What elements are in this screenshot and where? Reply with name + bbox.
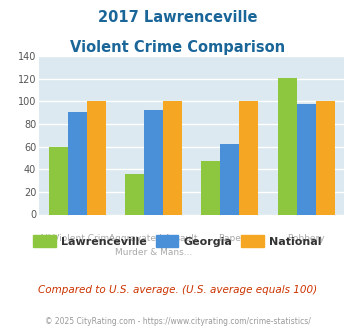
- Text: Rape: Rape: [218, 234, 241, 243]
- Text: Aggravated Assault: Aggravated Assault: [109, 234, 198, 243]
- Bar: [125, 174, 144, 214]
- Text: Compared to U.S. average. (U.S. average equals 100): Compared to U.S. average. (U.S. average …: [38, 285, 317, 295]
- Bar: [278, 78, 297, 214]
- Text: © 2025 CityRating.com - https://www.cityrating.com/crime-statistics/: © 2025 CityRating.com - https://www.city…: [45, 317, 310, 326]
- Bar: [297, 104, 316, 214]
- Text: Robbery: Robbery: [288, 234, 325, 243]
- Legend: Lawrenceville, Georgia, National: Lawrenceville, Georgia, National: [29, 230, 326, 252]
- Bar: [239, 101, 258, 214]
- Bar: [201, 161, 220, 214]
- Bar: [49, 147, 68, 214]
- Bar: [68, 112, 87, 214]
- Bar: [87, 101, 106, 214]
- Text: All Violent Crime: All Violent Crime: [39, 234, 115, 243]
- Text: 2017 Lawrenceville: 2017 Lawrenceville: [98, 10, 257, 25]
- Text: Murder & Mans...: Murder & Mans...: [115, 248, 192, 257]
- Bar: [144, 111, 163, 214]
- Bar: [163, 101, 182, 214]
- Text: Violent Crime Comparison: Violent Crime Comparison: [70, 40, 285, 54]
- Bar: [316, 101, 335, 214]
- Bar: [220, 144, 239, 214]
